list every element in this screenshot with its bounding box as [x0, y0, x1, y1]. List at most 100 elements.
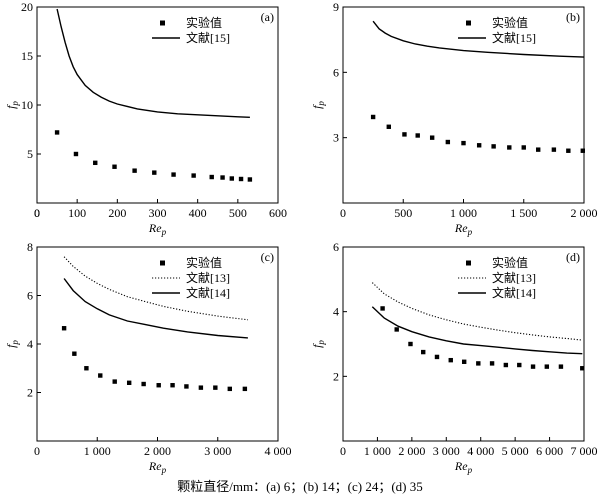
series-line	[371, 306, 583, 355]
x-axis-label: Rep	[454, 459, 473, 475]
data-point	[521, 145, 526, 150]
x-tick-label: 4 000	[265, 444, 292, 458]
x-tick-label: 1 500	[510, 206, 537, 220]
data-point	[489, 361, 495, 366]
series-line	[372, 20, 585, 58]
data-point	[61, 326, 67, 331]
y-axis-label-sub: p	[316, 101, 326, 107]
x-tick-label: 200	[108, 206, 126, 220]
panel-tag: (a)	[261, 10, 274, 24]
x-tick-label: 6 000	[536, 444, 563, 458]
y-tick-label: 4	[27, 337, 33, 351]
data-point	[209, 174, 214, 180]
legend-label: 文献[15]	[492, 30, 536, 45]
x-tick-label: 500	[394, 206, 412, 220]
x-tick-label: 100	[68, 206, 86, 220]
plot-frame	[342, 6, 585, 204]
data-point	[580, 148, 585, 153]
data-point	[198, 385, 204, 390]
data-point	[191, 173, 196, 178]
x-tick-label: 300	[149, 206, 167, 220]
data-point	[536, 147, 541, 152]
y-tick-label: 15	[21, 49, 33, 63]
x-origin-label: 0	[340, 206, 346, 220]
data-point	[171, 172, 176, 177]
data-point	[476, 143, 482, 148]
data-point	[415, 133, 420, 138]
y-axis-label-sub: p	[316, 340, 326, 346]
x-axis-label-sub: p	[467, 465, 473, 475]
panel-2: 0 1 000 2 000 3 000 4 000 2 4 6 8 Rep fp (c) 实验值文献[1…	[4, 240, 292, 475]
y-tick-label: 20	[21, 0, 33, 14]
data-point	[580, 366, 585, 371]
data-point	[380, 306, 385, 311]
legend-label: 实验值	[492, 255, 528, 270]
data-point	[73, 151, 79, 157]
figure-caption: 颗粒直径/mm：(a) 6；(b) 14；(c) 24；(d) 35	[177, 479, 423, 494]
x-tick-label: 2 000	[398, 444, 425, 458]
data-point	[112, 164, 117, 169]
data-point	[126, 380, 132, 385]
y-tick-label: 10	[21, 98, 33, 112]
y-axis-label: fp	[4, 101, 20, 109]
x-origin-label: 0	[34, 444, 40, 458]
x-tick-label: 400	[189, 206, 207, 220]
data-point	[132, 168, 137, 173]
data-point	[421, 349, 426, 355]
data-point	[238, 176, 244, 182]
series-line	[56, 8, 250, 118]
legend-label: 文献[15]	[186, 30, 230, 45]
data-point	[551, 147, 557, 152]
x-tick-label: 7 000	[571, 444, 598, 458]
data-point	[152, 170, 157, 175]
data-point	[476, 361, 481, 366]
legend-label: 实验值	[492, 15, 528, 30]
x-tick-label: 3 000	[433, 444, 460, 458]
data-point	[461, 140, 466, 146]
y-tick-label: 2	[333, 369, 339, 383]
x-tick-label: 0	[34, 206, 40, 220]
x-tick-label: 1 000	[450, 206, 477, 220]
data-point	[517, 362, 522, 368]
series-line	[371, 282, 583, 341]
y-tick-label: 8	[27, 240, 33, 254]
y-axis-label: fp	[310, 101, 326, 109]
legend-label: 文献[14]	[186, 285, 230, 300]
plot-frame	[36, 246, 279, 442]
data-point	[229, 176, 235, 181]
legend-marker	[466, 260, 471, 266]
data-point	[394, 327, 399, 332]
x-axis-label: Rep	[148, 221, 167, 237]
legend-marker	[160, 260, 165, 266]
panel-0: 00 100 200 300 400 500 6005101520Repfp(a)实验值文献…	[4, 0, 287, 237]
x-tick-label: 4 000	[467, 444, 494, 458]
y-tick-label: 6	[333, 240, 339, 254]
data-point	[491, 144, 496, 149]
legend-label: 文献[13]	[186, 270, 230, 285]
x-origin-label: 0	[34, 206, 40, 220]
y-axis-label-sub: p	[10, 340, 20, 346]
panel-3: 0 1 000 2 000 3 000 4 000 5 000 6 000 7 000 2 4 6 R…	[310, 240, 598, 475]
y-tick-label: 6	[333, 65, 339, 79]
data-point	[370, 114, 376, 120]
x-tick-label: 500	[229, 206, 247, 220]
data-point	[448, 357, 453, 363]
panel-tag: (b)	[566, 10, 580, 24]
data-point	[213, 385, 218, 390]
x-origin-label: 0	[340, 444, 346, 458]
legend-marker	[466, 20, 471, 26]
data-point	[558, 364, 564, 369]
data-point	[141, 381, 146, 387]
data-point	[247, 177, 253, 182]
data-point	[98, 373, 103, 378]
data-point	[170, 383, 175, 388]
data-point	[386, 124, 391, 129]
data-point	[402, 132, 407, 137]
y-tick-label: 3	[333, 131, 339, 145]
y-tick-label: 2	[27, 386, 33, 400]
x-tick-label: 3 000	[204, 444, 231, 458]
plot-frame	[36, 6, 279, 204]
x-axis-label-sub: p	[467, 227, 473, 237]
